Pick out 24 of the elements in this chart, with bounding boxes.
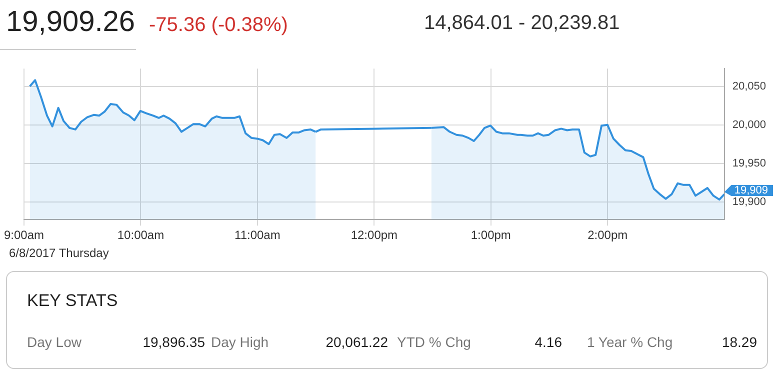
chart-title: 19,909.26 [6, 6, 136, 39]
text: 20,061.22 [326, 334, 388, 350]
annotation: 19,909 [734, 184, 768, 196]
text: 19,896.35 [142, 334, 205, 350]
text: Day Low [27, 334, 82, 350]
text: 1 Year % Chg [587, 334, 673, 350]
x-tick-label: 9:00am [4, 228, 44, 242]
text: YTD % Chg [397, 334, 471, 350]
text: 4.16 [534, 334, 562, 350]
y-tick-label: 19,950 [732, 157, 766, 170]
x-tick-label: 12:00pm [350, 228, 398, 242]
x-tick-label: 2:00pm [588, 228, 628, 242]
text: Day High [211, 334, 269, 350]
chart-subtitle: -75.36 (-0.38%) [149, 14, 288, 37]
text: 14,864.01 - 20,239.81 [424, 12, 620, 35]
text: KEY STATS [27, 291, 118, 311]
text: 6/8/2017 Thursday [9, 246, 109, 260]
text: 18.29 [722, 334, 757, 350]
x-tick-label: 1:00pm [470, 228, 511, 242]
y-tick-label: 19,900 [732, 196, 766, 208]
y-tick-label: 20,000 [732, 118, 766, 131]
x-tick-label: 11:00am [234, 228, 280, 242]
x-tick-label: 10:00am [117, 228, 164, 242]
y-tick-label: 20,050 [732, 80, 766, 92]
